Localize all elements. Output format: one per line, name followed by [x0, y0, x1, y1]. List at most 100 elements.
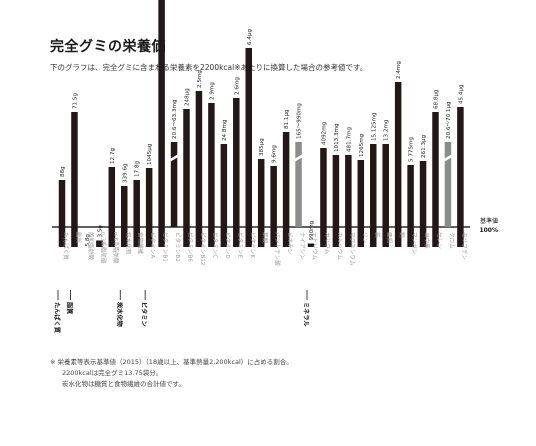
page-title: 完全グミの栄養価 — [50, 39, 166, 55]
value-label-15: 6.4μg — [247, 29, 253, 45]
value-label-11: 2.5mg — [197, 70, 203, 88]
category-label-23: マグネシウム — [348, 232, 356, 266]
value-label-0: 88g — [60, 166, 66, 177]
category-label-0: たんぱく質 — [62, 232, 70, 260]
bar-16 — [257, 159, 265, 247]
category-label-17: パントテン酸 — [274, 232, 282, 266]
category-label-14: ビタミンE — [236, 232, 244, 258]
category-label-12: ビタミンC — [211, 232, 219, 258]
category-label-29: ヨウ素 — [423, 232, 431, 249]
bar-12 — [208, 103, 215, 247]
bar-29 — [419, 161, 427, 247]
bar-break-9 — [169, 154, 179, 162]
category-label-32: モリブデン — [460, 232, 468, 260]
bar-28 — [407, 165, 414, 247]
category-label-5: 炭水化物 — [124, 232, 132, 255]
category-label-19: ナイアシン — [299, 232, 306, 260]
group-label-3: ビタミン — [140, 302, 148, 327]
bar-break-19 — [294, 154, 303, 162]
bar-17 — [270, 166, 277, 247]
bar-13 — [220, 144, 228, 247]
bar-20 — [307, 243, 315, 247]
category-label-3: n-3系脂肪酸 — [99, 232, 107, 264]
value-label-5: 339.6g — [122, 163, 128, 183]
value-label-4: 12.7g — [110, 148, 116, 164]
value-label-16: 385μg — [259, 138, 265, 156]
category-label-13: ビタミンD — [224, 232, 232, 259]
value-label-29: 261.3μg — [421, 134, 427, 158]
bar-21 — [320, 148, 327, 247]
bar-3 — [96, 240, 103, 247]
bar-4 — [108, 167, 116, 247]
bar-7 — [145, 168, 153, 247]
value-label-10: 248μg — [185, 88, 191, 106]
category-label-25: 鉄 — [373, 232, 381, 238]
baseline-label: 基準値 — [480, 217, 498, 225]
value-label-30: 68.8μg — [434, 89, 440, 109]
category-label-4: n-6系脂肪酸 — [112, 232, 120, 264]
bar-31 — [444, 142, 452, 227]
bar-11 — [195, 91, 203, 247]
footnotes: ※ 栄養素等表示基準値（2015）（18歳以上、基準熱量2,200kcal）に占… — [50, 357, 293, 390]
bar-24 — [357, 160, 365, 247]
bar-6 — [133, 180, 140, 247]
bar-break-31 — [443, 154, 453, 162]
category-label-31: クロム — [448, 232, 455, 249]
bar-9 — [170, 142, 178, 227]
bar-10 — [183, 109, 190, 247]
value-label-27: 2.4mg — [396, 61, 402, 79]
value-label-24: 1265mg — [359, 133, 365, 157]
value-label-14: 2.6mg — [234, 77, 240, 95]
category-label-21: カリウム — [323, 232, 331, 255]
bar-14 — [233, 98, 240, 247]
value-label-7: 1045μg — [147, 143, 153, 165]
bar-0 — [58, 180, 66, 247]
bar-25 — [370, 144, 377, 247]
category-label-18: ビオチン — [286, 232, 294, 255]
bar-27 — [394, 82, 402, 247]
value-label-26: 13.2mg — [384, 119, 390, 141]
baseline-pct: 100% — [479, 227, 498, 234]
bar-1 — [71, 112, 78, 247]
category-label-1: 脂質 — [74, 232, 82, 244]
bar-23 — [345, 155, 352, 247]
footnote-1: ※ 栄養素等表示基準値（2015）（18歳以上、基準熱量2,200kcal）に占… — [50, 358, 293, 366]
value-label-17: 9.6mg — [272, 145, 278, 163]
value-label-20: 990mg — [309, 220, 315, 240]
bar-22 — [332, 155, 340, 247]
value-label-18: 81.1μg — [284, 109, 290, 129]
category-label-6: 食物繊維 — [137, 232, 145, 255]
bar-15 — [245, 48, 252, 247]
category-label-27: 銅 — [398, 232, 406, 238]
category-label-10: ビタミンB6 — [187, 232, 195, 262]
value-label-6: 17.8g — [135, 161, 141, 177]
footnote-2: 2200kcalは完全グミ13.75袋分。 — [62, 369, 163, 377]
category-label-9: ビタミンB2 — [174, 232, 182, 262]
bar-30 — [432, 112, 439, 247]
value-label-32: 45.4μg — [458, 84, 464, 104]
category-label-8: ビタミンB1 — [162, 232, 170, 262]
page-subtitle: 下のグラフは、完全グミに含まれる栄養素を2200kcal※あたりに換算した場合の… — [50, 63, 368, 72]
group-label-0: たんぱく質 — [53, 302, 61, 333]
bar-32 — [457, 107, 464, 247]
category-label-7: ビタミンA — [149, 232, 157, 258]
group-label-2: 炭水化物 — [115, 302, 123, 328]
group-label-1: 脂質 — [65, 301, 73, 314]
bar-26 — [382, 144, 389, 247]
value-label-28: 5.775mg — [409, 137, 415, 162]
value-label-12: 2.9mg — [209, 82, 215, 100]
category-label-15: ビタミンK — [249, 232, 257, 258]
value-label-1: 71.5g — [72, 93, 78, 109]
bar-8 — [158, 0, 165, 247]
bar-19 — [295, 142, 302, 227]
value-label-9: 20.6〜63.3mg — [172, 99, 178, 139]
group-label-4: ミネラル — [302, 302, 310, 328]
value-label-23: 481.7mg — [346, 127, 352, 152]
category-label-28: マンガン — [411, 232, 419, 255]
value-label-2: 5.8g — [85, 234, 91, 247]
bar-18 — [282, 132, 290, 247]
category-label-20: ナトリウム — [311, 232, 319, 260]
bar-5 — [121, 186, 128, 247]
value-label-19: 165〜990mg — [297, 103, 303, 139]
